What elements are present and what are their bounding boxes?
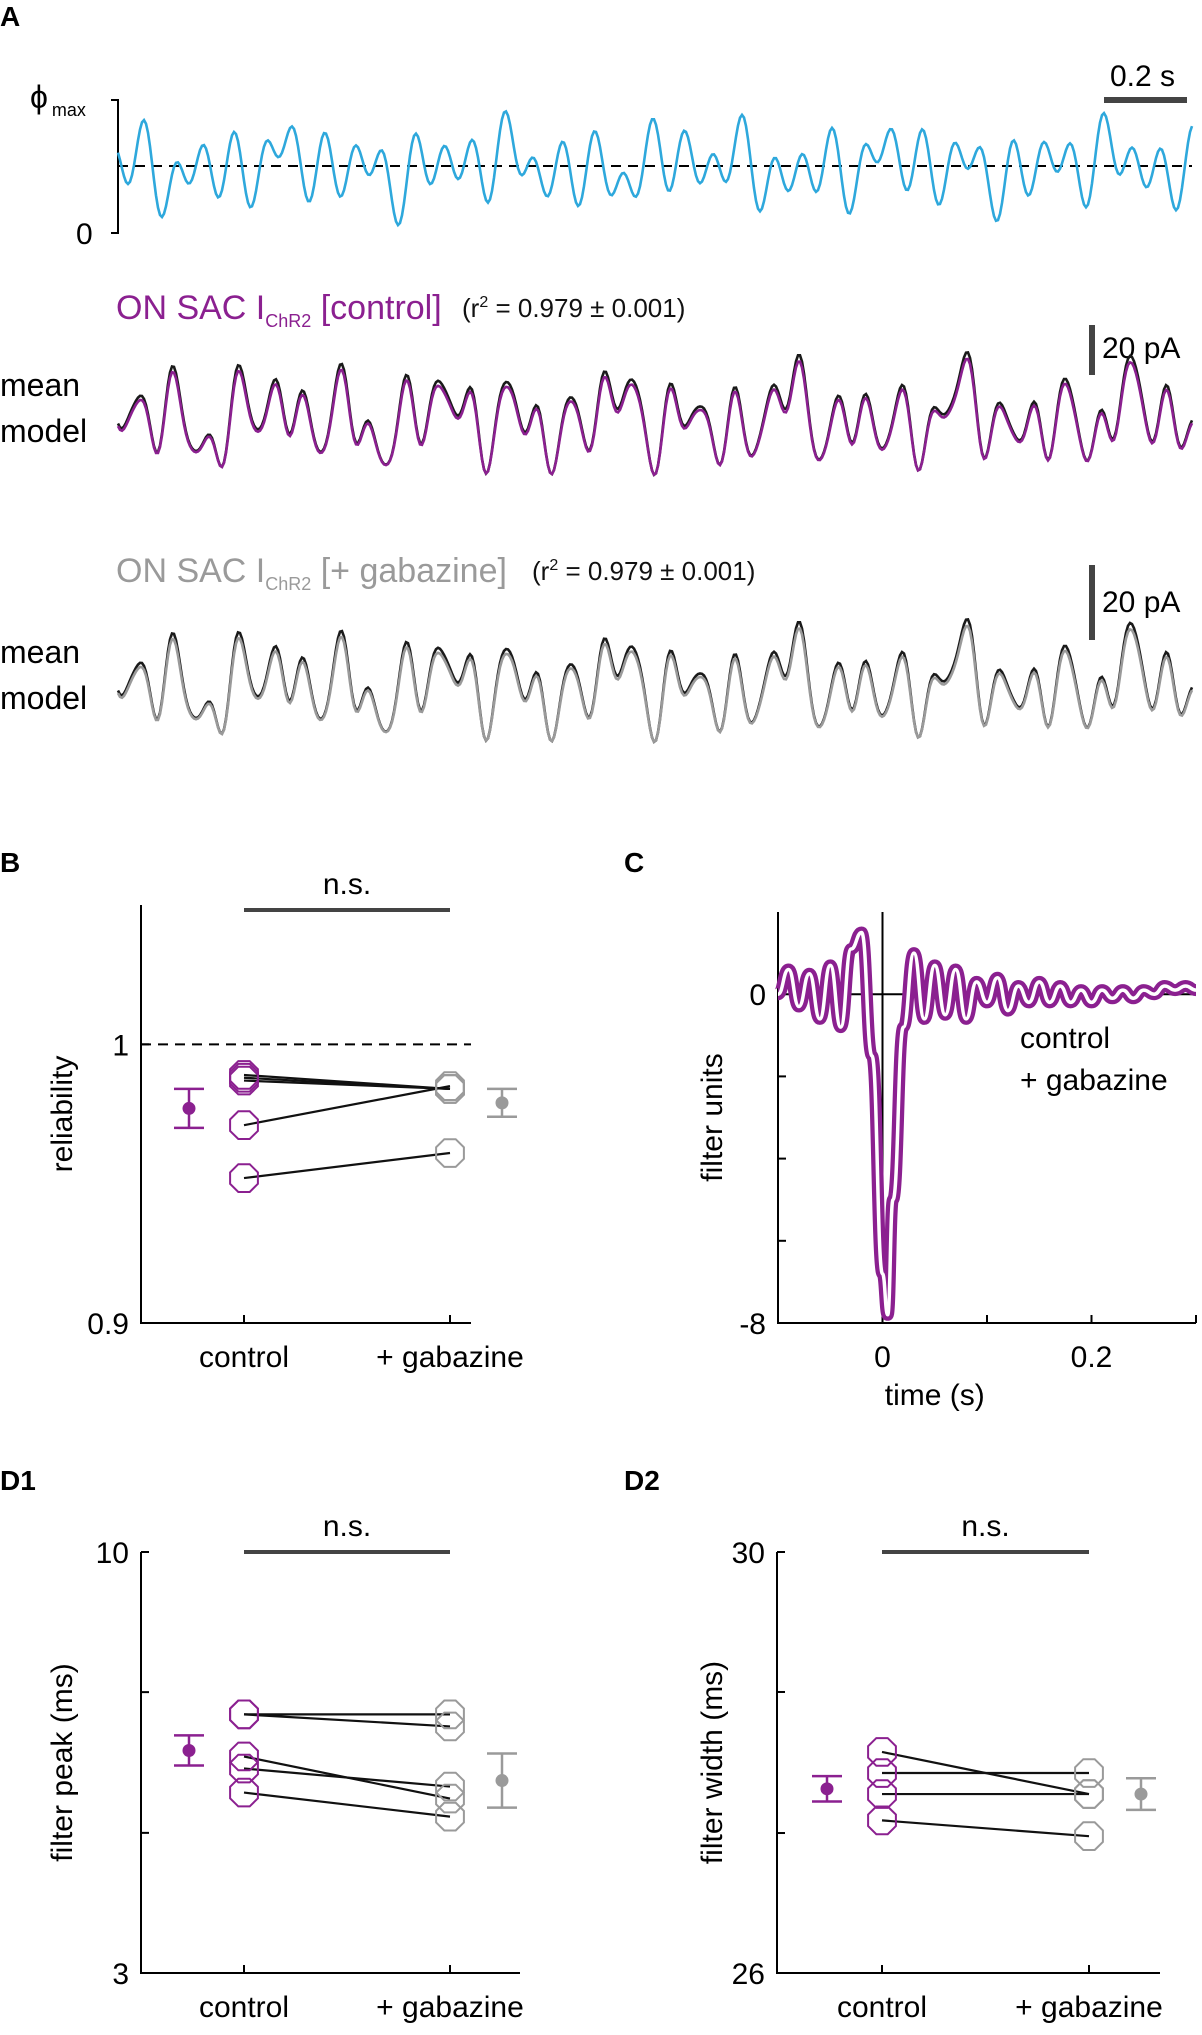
panel-c-legend-control: control	[1020, 1022, 1110, 1055]
panel-b: B 1 0.9 control + gabazine reliability n.s.	[0, 847, 524, 1374]
panelD1-summary-mean	[495, 1774, 509, 1788]
panelD1-gabazine-marker	[435, 1771, 465, 1802]
panelD1-gabazine-marker	[435, 1699, 465, 1730]
trace2-legend-mean: mean	[0, 634, 80, 670]
trace1-r2: (r2 = 0.979 ± 0.001)	[462, 293, 685, 323]
trace1-title: ON SAC IChR2 [control]	[116, 289, 442, 331]
panelD2-axes	[776, 1552, 1160, 1974]
panelB-xtick-label: control	[199, 1341, 289, 1374]
panelB-ylabel: reliability	[46, 1056, 79, 1173]
panel-c-legend-gabazine: + gabazine	[1020, 1064, 1168, 1097]
stim-zero-label: 0	[76, 218, 93, 251]
panelB-pair-line	[243, 1085, 451, 1127]
panelB-control-marker	[229, 1065, 259, 1096]
panelB-gabazine-marker	[435, 1071, 465, 1101]
panelB-pair-line	[243, 1079, 451, 1091]
panel-c-xtick-label: 0.2	[1071, 1341, 1113, 1374]
panelD2-control-marker	[867, 1737, 897, 1767]
panel-c-filter-gabazine	[777, 930, 1197, 1317]
panelD2-gabazine-marker	[1074, 1779, 1104, 1809]
panelD1-gabazine-marker	[435, 1801, 465, 1832]
panelD1-pair-line	[243, 1767, 451, 1788]
panelB-pair-line	[243, 1151, 451, 1180]
trace1-model-line	[116, 357, 1194, 477]
panelD1-ytick-label: 3	[112, 1958, 129, 1991]
panelD1-control-marker	[229, 1741, 259, 1772]
panelD2-summary-mean	[820, 1782, 834, 1796]
panelB-summary-mean	[495, 1096, 509, 1110]
panel-c-xlabel: time (s)	[885, 1379, 985, 1412]
panelD2-gabazine-marker	[1074, 1821, 1104, 1851]
panelB-ytick-label: 0.9	[87, 1308, 129, 1341]
time-scale-label: 0.2 s	[1110, 60, 1175, 93]
panelB-control-marker	[229, 1163, 259, 1193]
panel-c-axes	[777, 912, 1196, 1324]
panelD1-xtick-label: + gabazine	[376, 1991, 524, 2024]
panel-a: A ϕ max 0 0.2 s ON SAC IChR2 [control] (r…	[0, 1, 1194, 744]
panelB-label: B	[0, 847, 20, 878]
panel-c-xtick-label: 0	[874, 1341, 891, 1374]
panel-d1: D1 10 3 control + gabazine filter peak (ms) n.…	[0, 1465, 524, 2024]
panelD2-significance-label: n.s.	[961, 1510, 1009, 1543]
stim-phi-label: ϕ max	[30, 79, 86, 120]
panelD1-axes	[140, 1552, 520, 1974]
panelB-control-marker	[229, 1060, 259, 1090]
panelD1-gabazine-marker	[435, 1711, 465, 1742]
panelD1-pair-line	[243, 1713, 451, 1728]
stim-y-axis	[111, 99, 119, 234]
panelB-ytick-label: 1	[112, 1029, 129, 1062]
panelB-summary-mean	[182, 1101, 196, 1115]
panelD2-ytick-label: 30	[732, 1537, 765, 1570]
panel-c-ytick-label: -8	[739, 1308, 766, 1341]
panelD1-label: D1	[0, 1465, 36, 1496]
trace2-scale-label: 20 pA	[1102, 586, 1180, 619]
panelD1-significance-label: n.s.	[323, 1510, 371, 1543]
trace2-model-line	[116, 624, 1194, 744]
panelD1-control-marker	[229, 1777, 259, 1808]
panelB-control-marker	[229, 1110, 259, 1140]
panel-d2: D2 30 26 control + gabazine filter width (ms)…	[624, 1465, 1163, 2024]
trace1-legend-mean: mean	[0, 367, 80, 403]
panelD1-control-marker	[229, 1699, 259, 1730]
panel-c-label: C	[624, 847, 644, 878]
panel-c-filter-control	[774, 926, 1197, 1321]
panelD2-ytick-label: 26	[732, 1958, 765, 1991]
trace2-title: ON SAC IChR2 [+ gabazine]	[116, 552, 507, 594]
panelD1-ylabel: filter peak (ms)	[46, 1663, 79, 1861]
trace2-r2: (r2 = 0.979 ± 0.001)	[532, 556, 755, 586]
panelD2-label: D2	[624, 1465, 660, 1496]
panelD2-pair-line	[881, 1819, 1090, 1838]
panelD2-control-marker	[867, 1758, 897, 1788]
panelD2-xtick-label: control	[837, 1991, 927, 2024]
panel-c-ylabel: filter units	[696, 1053, 729, 1181]
panelD1-summary-mean	[182, 1743, 196, 1757]
panelD1-xtick-label: control	[199, 1991, 289, 2024]
panelB-xtick-label: + gabazine	[376, 1341, 524, 1374]
panelD2-gabazine-marker	[1074, 1758, 1104, 1788]
panelD2-summary-mean	[1134, 1787, 1148, 1801]
panelD1-pair-line	[243, 1791, 451, 1818]
panelD2-control-marker	[867, 1779, 897, 1809]
panelD1-ytick-label: 10	[96, 1537, 129, 1570]
panel-a-label: A	[0, 1, 20, 32]
stim-trace	[116, 109, 1194, 228]
trace1-scale-label: 20 pA	[1102, 332, 1180, 365]
panelD2-control-marker	[867, 1805, 897, 1836]
panelD1-control-marker	[229, 1753, 259, 1784]
trace1-legend-model: model	[0, 413, 87, 449]
panelB-significance-label: n.s.	[323, 868, 371, 901]
panelD2-ylabel: filter width (ms)	[696, 1661, 729, 1864]
trace2-legend-model: model	[0, 680, 87, 716]
panel-c: C 0 -8 0 0.2 time (s) filter units control + gab…	[624, 847, 1197, 1412]
panel-c-ytick-label: 0	[749, 979, 766, 1012]
panelB-control-marker	[229, 1062, 259, 1093]
panelD2-xtick-label: + gabazine	[1015, 1991, 1163, 2024]
panelB-gabazine-marker	[435, 1138, 465, 1168]
